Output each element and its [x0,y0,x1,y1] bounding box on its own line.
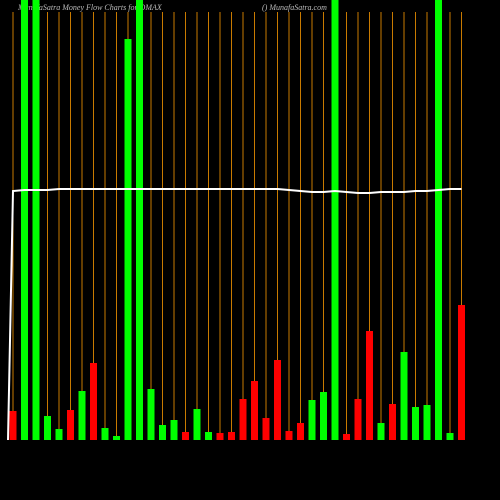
bar [331,0,339,440]
bar [389,404,396,440]
bar [205,432,212,440]
bar [67,410,74,440]
bar [170,420,178,440]
bar [377,423,385,440]
flow-line [7,188,462,441]
bar [216,433,224,440]
bar [228,432,235,440]
bar [308,400,316,440]
bar [32,0,40,440]
bar [320,392,327,440]
bar [262,418,270,440]
bar [412,407,419,440]
bar [423,405,431,440]
bar [435,0,442,440]
bar [400,352,408,440]
bar [193,409,201,440]
bar [113,436,120,440]
bar [21,0,28,440]
bar [343,434,350,440]
bar [274,360,281,440]
chart-subtitle: () MunafaSatra.com [262,3,327,12]
bar [251,381,258,440]
chart-title: MunafaSatra Money Flow Charts for DMAX [17,3,163,12]
bar [182,432,189,440]
bar [9,411,17,440]
bar [101,428,109,440]
bar [124,39,132,440]
bar [136,0,143,440]
bar [446,433,454,440]
bar [239,399,247,440]
bar [90,363,97,440]
bar [147,389,155,440]
bar [78,391,86,440]
bar [159,425,166,440]
bar [458,305,465,440]
bar [44,416,51,440]
bar [354,399,362,440]
bar [297,423,304,440]
bar [366,331,373,440]
bar [285,431,293,440]
bar [55,429,63,440]
